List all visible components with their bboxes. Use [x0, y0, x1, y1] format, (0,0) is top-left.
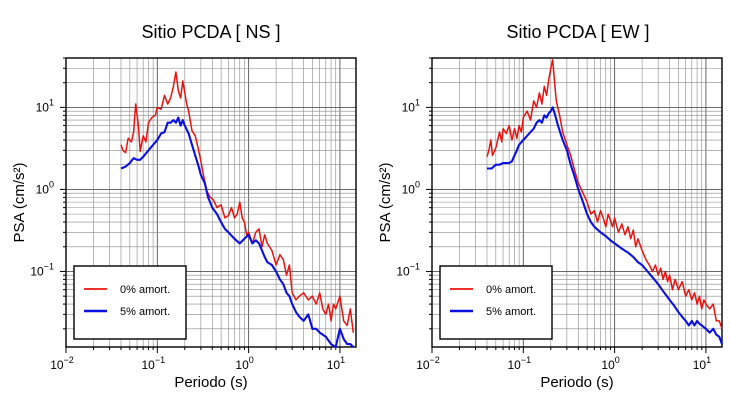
- x-axis-label: Periodo (s): [174, 374, 247, 391]
- legend-label: 5% amort.: [120, 306, 170, 318]
- chart-panel: 10−2 10−1 100 101 10−1 100 101 Sitio PCDA [ NS …: [11, 22, 357, 391]
- y-tick-label: 10−1: [30, 261, 54, 278]
- y-tick-label: 101: [402, 97, 420, 114]
- axis-ticks: [60, 57, 341, 353]
- x-tick-label: 100: [601, 355, 619, 372]
- x-tick-label: 10−1: [141, 355, 165, 372]
- legend-box: [73, 265, 187, 340]
- x-tick-label: 10−2: [416, 355, 440, 372]
- series-line-5pct: [120, 116, 355, 349]
- grid: [65, 57, 356, 347]
- y-tick-label: 100: [36, 179, 54, 196]
- legend: 0% amort. 5% amort.: [73, 265, 187, 340]
- series-line-0pct: [120, 71, 355, 333]
- series-line-5pct: [487, 106, 723, 345]
- y-tick-label: 101: [36, 97, 54, 114]
- x-axis-label: Periodo (s): [540, 374, 613, 391]
- x-tick-label: 100: [235, 355, 253, 372]
- legend-label: 0% amort.: [120, 284, 170, 296]
- y-tick-label: 100: [402, 179, 420, 196]
- x-tick-label: 101: [327, 355, 345, 372]
- x-tick-label: 10−1: [507, 355, 531, 372]
- y-tick-label: 10−1: [396, 261, 420, 278]
- axis-ticks: [426, 57, 707, 353]
- x-tick-label: 101: [693, 355, 711, 372]
- legend: 0% amort. 5% amort.: [439, 265, 553, 340]
- chart-title: Sitio PCDA [ EW ]: [506, 22, 649, 42]
- chart-panel: 10−2 10−1 100 101 10−1 100 101 Sitio PCDA [ EW …: [377, 22, 723, 391]
- y-axis-label: PSA (cm/s²): [11, 162, 28, 242]
- series-line-0pct: [486, 59, 723, 330]
- y-axis-label: PSA (cm/s²): [377, 162, 394, 242]
- x-tick-label: 10−2: [50, 355, 74, 372]
- legend-label: 0% amort.: [486, 284, 536, 296]
- chart-title: Sitio PCDA [ NS ]: [141, 22, 280, 42]
- legend-label: 5% amort.: [486, 306, 536, 318]
- legend-box: [439, 265, 553, 340]
